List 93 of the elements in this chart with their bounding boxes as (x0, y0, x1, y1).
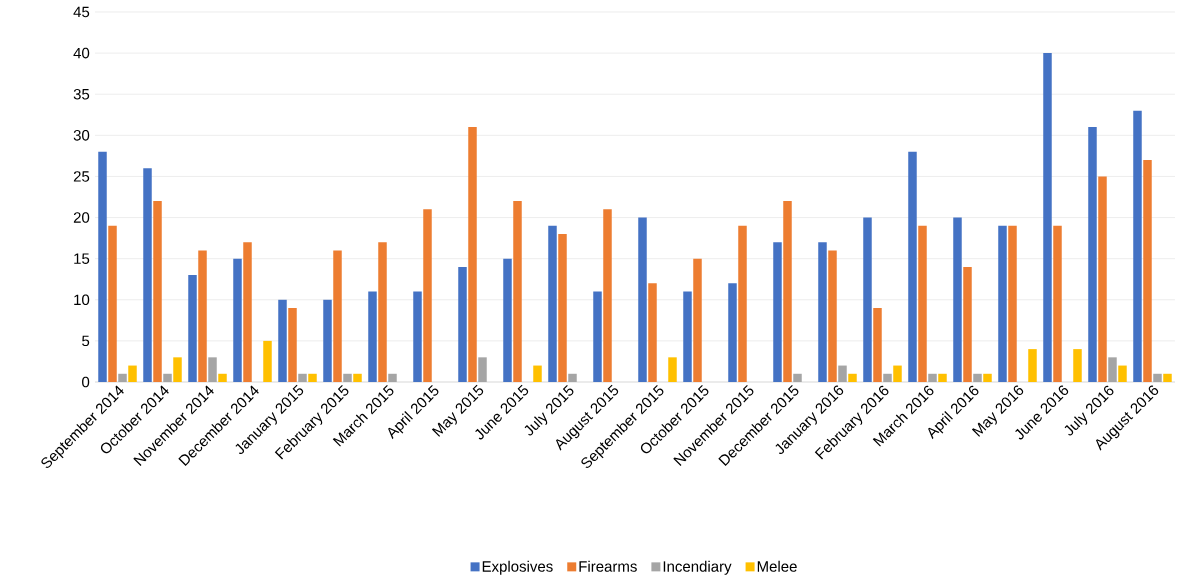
bar (468, 127, 477, 382)
bar (1163, 373, 1172, 382)
bar (378, 242, 387, 382)
bar (308, 373, 317, 382)
bar (143, 168, 152, 382)
bar (478, 357, 487, 382)
bar (513, 201, 522, 382)
bar (683, 291, 692, 382)
bar (973, 373, 982, 382)
bar (1143, 160, 1152, 382)
bar (263, 340, 272, 382)
bar (953, 217, 962, 382)
bar (638, 217, 647, 382)
bar (218, 373, 227, 382)
bar (693, 258, 702, 382)
y-tick-label: 15 (74, 253, 90, 264)
bar (603, 209, 612, 382)
bar (458, 266, 467, 382)
bar (593, 291, 602, 382)
bar (818, 242, 827, 382)
bar (298, 373, 307, 382)
legend-label: Firearms (579, 560, 637, 572)
y-tick-label: 35 (73, 88, 90, 100)
bar (163, 373, 172, 382)
bar (243, 242, 252, 382)
bar (153, 201, 162, 382)
bar (863, 217, 872, 382)
bar (118, 373, 127, 382)
y-tick-label: 45 (73, 6, 90, 18)
bar (1133, 110, 1142, 382)
bar (828, 250, 837, 382)
bar (188, 275, 197, 382)
legend-label: Explosives (482, 560, 553, 575)
bar (173, 357, 182, 382)
bar (838, 365, 847, 382)
bar (128, 365, 137, 382)
y-tick-label: 40 (73, 47, 90, 59)
bar (353, 373, 362, 382)
bar (108, 225, 117, 382)
bar (883, 373, 892, 382)
y-tick-label: 30 (73, 130, 90, 141)
bar (558, 234, 567, 382)
y-tick-label: 10 (74, 294, 90, 306)
bar (738, 225, 747, 382)
bar (1043, 53, 1052, 382)
legend-label: Melee (757, 560, 797, 572)
bar (668, 357, 677, 382)
bar (368, 291, 377, 382)
bar (423, 209, 432, 382)
bar (893, 365, 902, 382)
bar (288, 308, 297, 382)
bar (233, 258, 242, 382)
bar (198, 250, 207, 382)
bar (783, 201, 792, 382)
bar (983, 373, 992, 382)
y-tick-label: 0 (82, 376, 90, 388)
y-tick-label: 25 (73, 171, 90, 182)
bar (1118, 365, 1127, 382)
bar (928, 373, 937, 382)
y-tick-label: 20 (73, 212, 90, 223)
bar (728, 283, 737, 382)
bar (793, 373, 802, 382)
bar (568, 373, 577, 382)
bar (938, 373, 947, 382)
legend-label: Incendiary (663, 560, 732, 575)
bar (1153, 373, 1162, 382)
bar (323, 299, 332, 382)
bar (1088, 127, 1097, 382)
bar (1073, 349, 1082, 382)
bar (773, 242, 782, 382)
bar (98, 151, 107, 382)
bar (648, 283, 657, 382)
bar (388, 373, 397, 382)
y-tick-label: 5 (82, 335, 90, 347)
bar (998, 225, 1007, 382)
bar (278, 299, 287, 382)
bar (1098, 176, 1107, 382)
bar (208, 357, 217, 382)
bar (413, 291, 422, 382)
bar (1028, 349, 1037, 382)
bar (908, 151, 917, 382)
bar (548, 225, 557, 382)
bar (963, 266, 972, 382)
bar (343, 373, 352, 382)
bar (848, 373, 857, 382)
bar (533, 365, 542, 382)
bar (918, 225, 927, 382)
bar (1008, 225, 1017, 382)
bar (1053, 225, 1062, 382)
bar (503, 258, 512, 382)
bar (333, 250, 342, 382)
bar (873, 308, 882, 382)
bar (1108, 357, 1117, 382)
